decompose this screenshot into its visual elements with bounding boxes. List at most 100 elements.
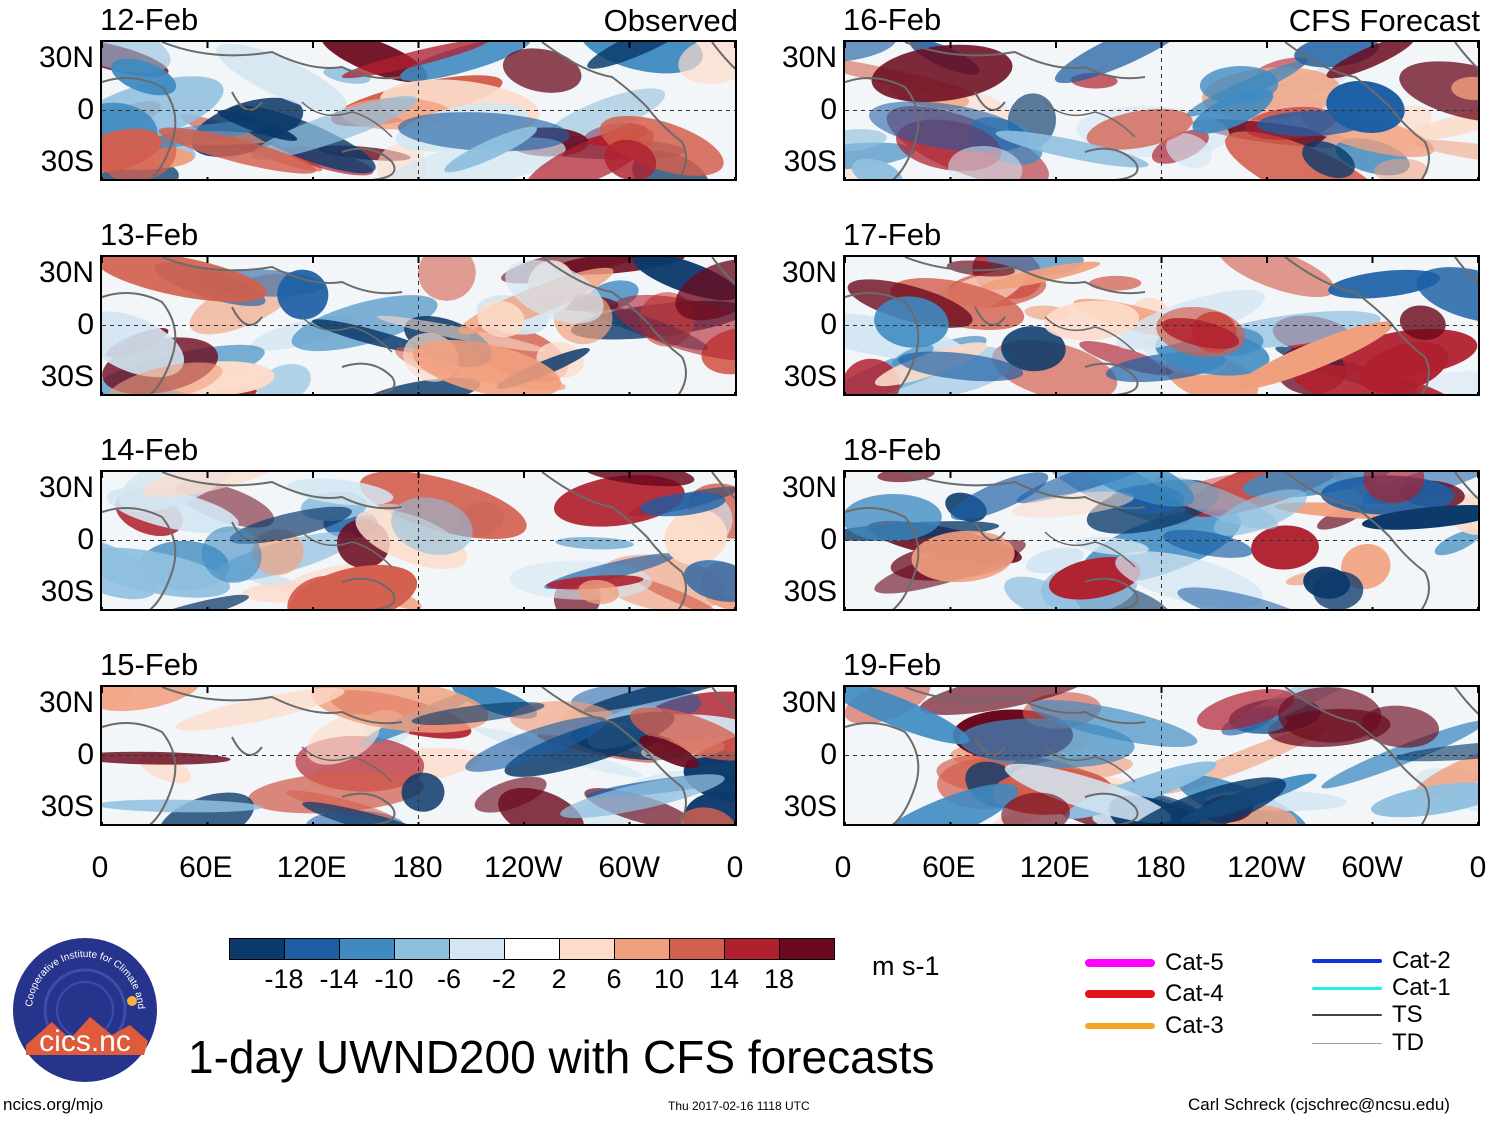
coastlines [845,257,1478,394]
colorbar-label: 10 [653,964,685,994]
lat-label: 0 [77,738,94,771]
lat-label: 30N [781,256,837,289]
colorbar-label: 18 [763,964,795,994]
colorbar-swatch [779,938,835,960]
legend-line [1085,1023,1155,1029]
lon-label: 120E [1019,851,1090,884]
colorbar-label: 14 [708,964,740,994]
lon-label: 60W [1341,851,1403,884]
coastlines [845,42,1478,179]
main-title: 1-day UWND200 with CFS forecasts [188,1031,935,1083]
lat-label: 0 [77,308,94,341]
legend-label: Cat-2 [1392,947,1451,974]
legend-line [1085,959,1155,967]
colorbar-swatch [504,938,560,960]
colorbar-label: -2 [491,964,516,994]
coastlines [102,42,735,179]
colorbar-swatch [724,938,780,960]
panel-date: 16-Feb [843,2,942,37]
lat-label: 0 [820,308,837,341]
legend-item-ts: TS [1312,1002,1510,1032]
colorbar-label: -18 [264,964,304,994]
lat-label: 30N [38,41,94,74]
lat-label: 30N [38,686,94,719]
uwnd-map-panel [100,255,737,396]
legend-line [1312,1014,1382,1016]
legend-label: TS [1392,1001,1423,1028]
legend-item-cat-2: Cat-2 [1312,948,1510,978]
lon-label: 120W [1227,851,1306,884]
legend-line [1085,990,1155,998]
logo-text: cics.nc [39,1025,131,1058]
legend-label: Cat-1 [1392,974,1451,1001]
lon-label: 120W [484,851,563,884]
legend-item-cat-5: Cat-5 [1085,950,1285,980]
colorbar-swatch [669,938,725,960]
legend-label: Cat-5 [1165,949,1224,976]
lat-label: 30S [40,790,94,823]
colorbar [229,938,835,962]
legend-label: TD [1392,1029,1424,1056]
lat-label: 0 [820,738,837,771]
footer-timestamp: Thu 2017-02-16 1118 UTC [668,1099,810,1113]
wind-field [845,42,1478,179]
colorbar-swatch [339,938,395,960]
colorbar-swatch [614,938,670,960]
uwnd-map-panel [843,470,1480,611]
legend-item-cat-4: Cat-4 [1085,981,1285,1011]
wind-field [845,257,1478,394]
lon-label: 0 [91,851,109,884]
footer-url: ncics.org/mjo [3,1095,104,1114]
lon-label: 60E [922,851,976,884]
legend-item-td: TD [1312,1030,1510,1060]
legend-line [1312,959,1382,963]
lat-label: 30S [783,575,837,608]
lon-label: 0 [834,851,852,884]
legend-item-cat-3: Cat-3 [1085,1013,1285,1043]
lat-label: 30S [40,145,94,178]
coastlines [102,257,735,394]
coastlines [845,472,1478,609]
legend-line [1312,1042,1382,1044]
uwnd-map-panel [843,685,1480,826]
wind-field [102,687,735,824]
panel-date: 18-Feb [843,432,942,467]
lat-label: 30N [38,256,94,289]
colorbar-swatch [284,938,340,960]
colorbar-swatch [449,938,505,960]
colorbar-units: m s-1 [872,951,940,981]
lat-label: 30N [781,41,837,74]
lon-label: 120E [276,851,347,884]
lon-label: 0 [1469,851,1487,884]
colorbar-label: -14 [319,964,359,994]
lat-label: 0 [820,93,837,126]
footer-author: Carl Schreck (cjschrec@ncsu.edu) [1188,1095,1450,1114]
legend-label: Cat-3 [1165,1012,1224,1039]
colorbar-swatch [559,938,615,960]
lon-label: 60E [179,851,233,884]
coastlines [102,687,735,824]
lon-label: 60W [598,851,660,884]
legend-label: Cat-4 [1165,980,1224,1007]
panel-date: 14-Feb [100,432,199,467]
colorbar-swatch [229,938,285,960]
lat-label: 30N [781,686,837,719]
colorbar-swatch [394,938,450,960]
wind-field [845,687,1478,824]
uwnd-map-panel [100,685,737,826]
panel-date: 19-Feb [843,647,942,682]
panel-date: 17-Feb [843,217,942,252]
uwnd-map-panel [843,255,1480,396]
wind-field [102,257,735,394]
lat-label: 30S [783,145,837,178]
lon-label: 180 [1135,851,1186,884]
legend-item-cat-1: Cat-1 [1312,975,1510,1005]
wind-field [102,42,735,179]
cics-logo: Cooperative Institute for Climate and Sa… [9,929,158,1083]
colorbar-label: 6 [606,964,622,994]
lat-label: 0 [77,523,94,556]
uwnd-map-panel [100,470,737,611]
legend-line [1312,986,1382,990]
uwnd-map-panel [843,40,1480,181]
lat-label: 0 [77,93,94,126]
